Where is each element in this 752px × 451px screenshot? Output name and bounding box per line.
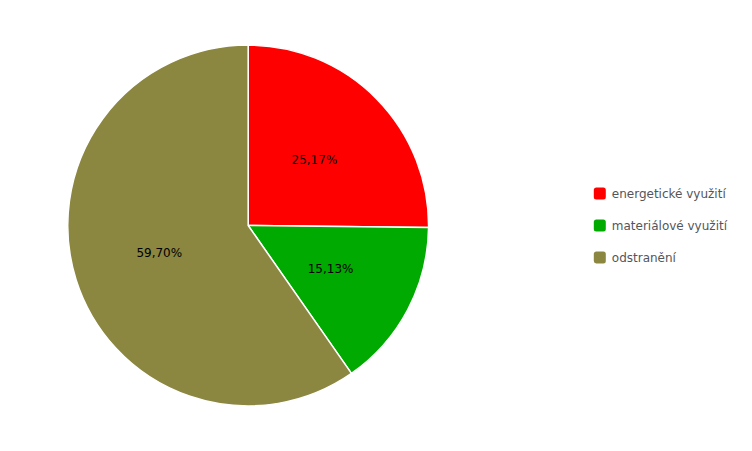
svg-text:materiálové využití: materiálové využití <box>612 219 728 233</box>
svg-text:odstranění: odstranění <box>612 251 677 265</box>
svg-text:59,70%: 59,70% <box>136 246 182 260</box>
svg-text:energetické využití: energetické využití <box>612 187 727 201</box>
svg-text:15,13%: 15,13% <box>308 262 354 276</box>
svg-text:25,17%: 25,17% <box>292 153 338 167</box>
